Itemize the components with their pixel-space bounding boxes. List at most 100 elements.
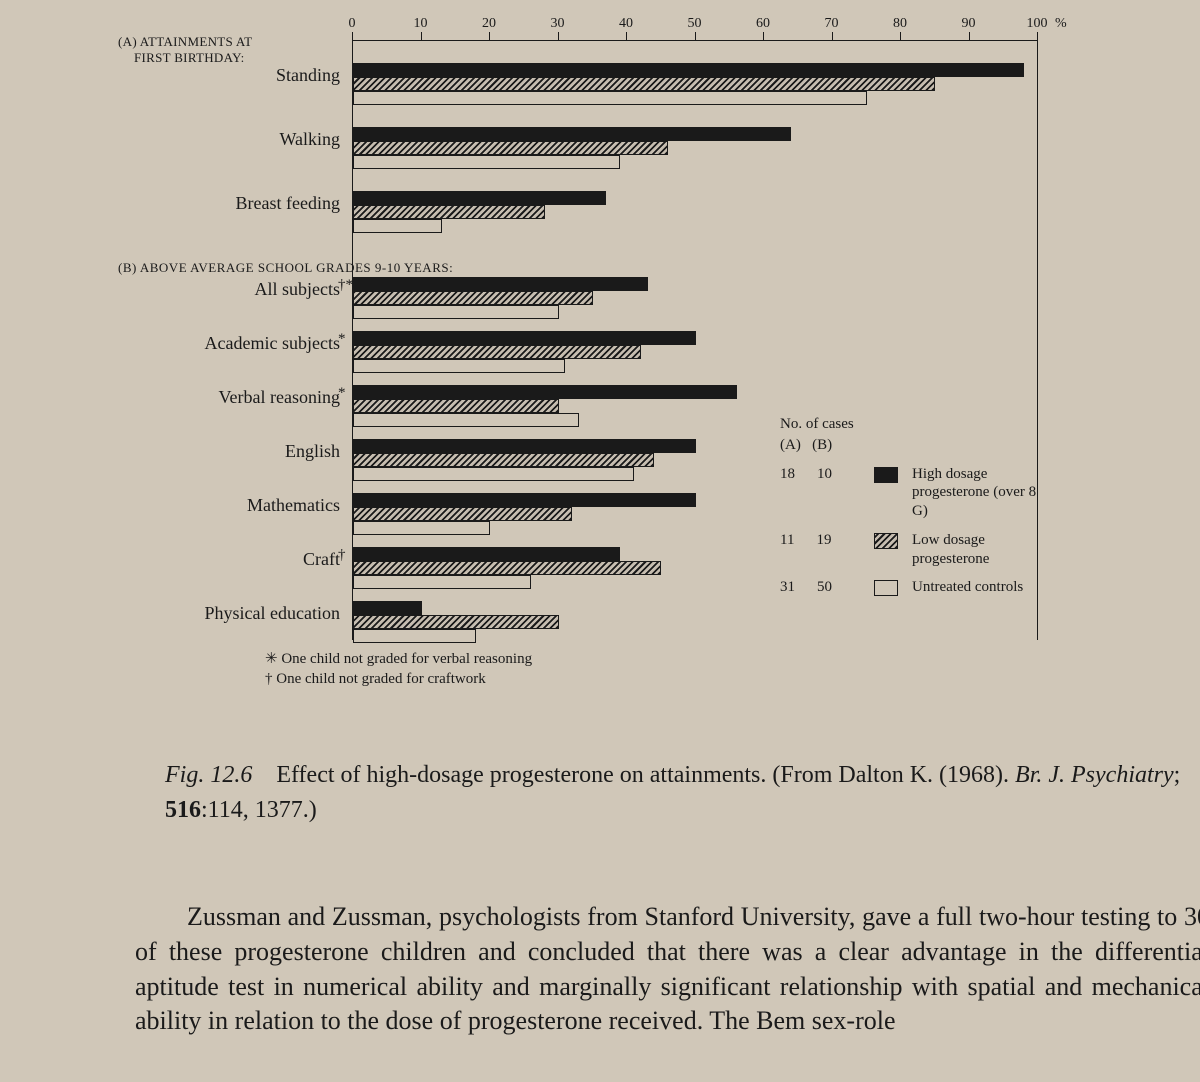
axis-tick (489, 32, 490, 41)
bar-standing-low (353, 77, 935, 91)
axis-tick (1037, 32, 1038, 41)
legend-box: No. of cases (A) (B) 1810High dosage pro… (780, 415, 1042, 597)
sig-mark-craft: † (338, 549, 352, 561)
row-label-verbal: Verbal reasoning (100, 387, 340, 408)
bar-physed-ctrl (353, 629, 476, 643)
axis-tick (900, 32, 901, 41)
legend-row: 31 50 Untreated controls (780, 578, 1042, 597)
legend-row: 11 19 Low dosage progesterone (780, 531, 1042, 569)
legend-row: 1810High dosage progesterone (over 8 G) (780, 465, 1042, 521)
axis-unit-label: % (1055, 16, 1067, 32)
legend-B: 50 (817, 578, 832, 597)
bar-walking-low (353, 141, 668, 155)
axis-tick-label: 100 (1027, 16, 1048, 32)
axis-tick-label: 90 (962, 16, 976, 32)
section-b-line1: (B) ABOVE AVERAGE SCHOOL GRADES 9-10 YEA… (118, 260, 453, 276)
axis-tick (695, 32, 696, 41)
sig-mark-academic: * (338, 333, 352, 345)
axis-tick (421, 32, 422, 41)
row-label-maths: Mathematics (100, 495, 340, 516)
fig-label: Fig. 12.6 (165, 762, 252, 788)
legend-nums: 31 50 (780, 578, 860, 597)
row-label-physed: Physical education (100, 603, 340, 624)
caption-semi: ; (1174, 762, 1181, 788)
chart-area: (A) ATTAINMENTS AT FIRST BIRTHDAY: (B) A… (80, 30, 1140, 685)
sig-mark-allsubj: †* (338, 279, 352, 291)
section-a-line1: (A) ATTAINMENTS AT (118, 34, 252, 50)
legend-A: 31 (780, 578, 795, 597)
bar-bfeeding-low (353, 205, 545, 219)
row-label-allsubj: All subjects (100, 279, 340, 300)
bar-allsubj-high (353, 277, 648, 291)
bar-academic-low (353, 345, 641, 359)
bar-walking-high (353, 127, 791, 141)
bar-verbal-ctrl (353, 413, 579, 427)
axis-tick-label: 10 (414, 16, 428, 32)
legend-header: No. of cases (780, 415, 1042, 434)
row-label-craft: Craft (100, 549, 340, 570)
bar-craft-high (353, 547, 620, 561)
axis-tick-label: 20 (482, 16, 496, 32)
axis-tick (763, 32, 764, 41)
chart-footnotes: ✳ One child not graded for verbal reason… (265, 650, 532, 689)
figure-caption: Fig. 12.6 Effect of high-dosage progeste… (165, 758, 1195, 828)
legend-A: 18 (780, 465, 795, 484)
legend-cols: (A) (B) (780, 436, 1042, 455)
row-label-english: English (100, 441, 340, 462)
caption-post: :114, 1377.) (201, 797, 317, 823)
legend-B: 10 (817, 465, 832, 484)
legend-A: 11 (780, 531, 794, 550)
bar-maths-ctrl (353, 521, 490, 535)
footnote-dagger: † One child not graded for craftwork (265, 670, 532, 690)
caption-journal: Br. J. Psychiatry (1015, 762, 1174, 788)
axis-tick (558, 32, 559, 41)
bar-allsubj-low (353, 291, 593, 305)
bar-english-low (353, 453, 654, 467)
bar-bfeeding-high (353, 191, 606, 205)
axis-tick-label: 60 (756, 16, 770, 32)
legend-text: High dosage progesterone (over 8 G) (912, 465, 1042, 521)
bar-standing-ctrl (353, 91, 867, 105)
legend-swatch-low (874, 533, 898, 549)
axis-tick-label: 50 (688, 16, 702, 32)
bar-allsubj-ctrl (353, 305, 559, 319)
bar-verbal-low (353, 399, 559, 413)
caption-vol: 516 (165, 797, 201, 823)
legend-text: Low dosage progesterone (912, 531, 1042, 569)
bar-academic-ctrl (353, 359, 565, 373)
bar-english-ctrl (353, 467, 634, 481)
sig-mark-verbal: * (338, 387, 352, 399)
axis-tick-label: 30 (551, 16, 565, 32)
bar-english-high (353, 439, 696, 453)
bar-craft-low (353, 561, 661, 575)
bar-craft-ctrl (353, 575, 531, 589)
section-a-line2: FIRST BIRTHDAY: (134, 50, 245, 66)
bar-physed-low (353, 615, 559, 629)
axis-tick (352, 32, 353, 41)
row-label-bfeeding: Breast feeding (100, 193, 340, 214)
axis-tick-label: 0 (349, 16, 356, 32)
body-paragraph: Zussman and Zussman, psychologists from … (135, 900, 1200, 1039)
bar-physed-high (353, 601, 422, 615)
footnote-star: ✳ One child not graded for verbal reason… (265, 650, 532, 670)
legend-rows: 1810High dosage progesterone (over 8 G)1… (780, 465, 1042, 598)
bar-walking-ctrl (353, 155, 620, 169)
bar-maths-high (353, 493, 696, 507)
axis-tick-label: 80 (893, 16, 907, 32)
legend-text: Untreated controls (912, 578, 1042, 597)
legend-nums: 1810 (780, 465, 860, 484)
row-label-walking: Walking (100, 129, 340, 150)
legend-B: 19 (816, 531, 831, 550)
axis-tick (626, 32, 627, 41)
axis-tick (832, 32, 833, 41)
page: (A) ATTAINMENTS AT FIRST BIRTHDAY: (B) A… (80, 30, 1140, 685)
caption-pre: Effect of high-dosage progesterone on at… (276, 762, 1015, 788)
bar-bfeeding-ctrl (353, 219, 442, 233)
axis-tick (969, 32, 970, 41)
legend-swatch-ctrl (874, 580, 898, 596)
bar-maths-low (353, 507, 572, 521)
bar-standing-high (353, 63, 1024, 77)
legend-swatch-high (874, 467, 898, 483)
bar-verbal-high (353, 385, 737, 399)
bar-academic-high (353, 331, 696, 345)
